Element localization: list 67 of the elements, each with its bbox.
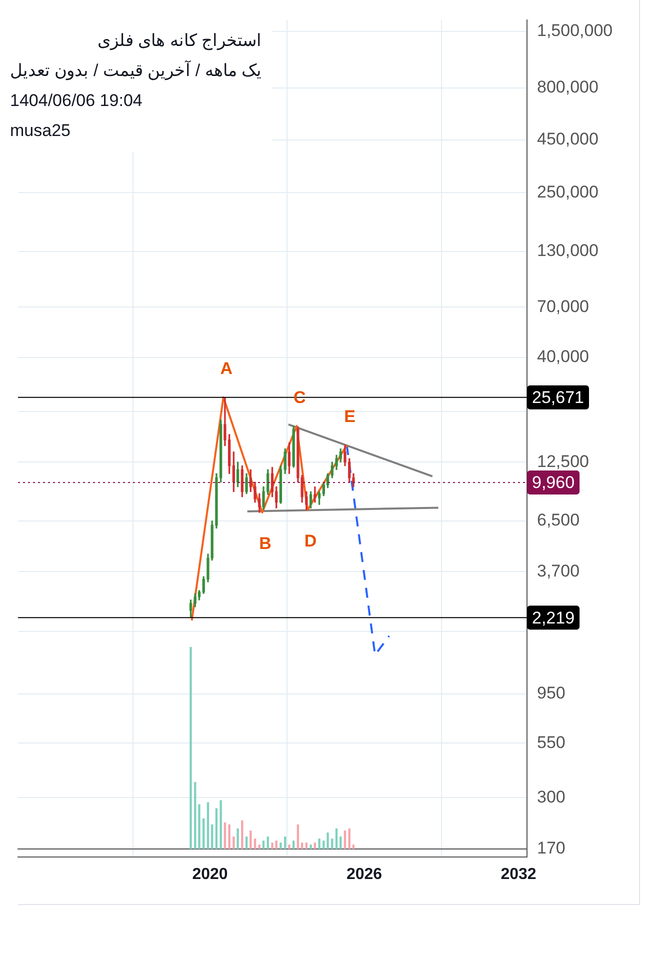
ref-line-label: 2,219 xyxy=(532,608,575,628)
bar xyxy=(211,824,214,849)
bar xyxy=(305,842,308,849)
bar xyxy=(194,782,196,849)
bar xyxy=(190,647,192,849)
bar xyxy=(296,824,300,849)
text: یک ماهه / آخرین قیمت / بدون تعدیل xyxy=(10,59,262,82)
bar xyxy=(224,822,226,849)
annotation: E xyxy=(344,406,356,426)
bar xyxy=(198,804,200,849)
y-tick-label: 40,000 xyxy=(537,347,589,366)
y-tick-label: 130,000 xyxy=(537,241,598,260)
annotation: D xyxy=(304,532,317,551)
bar xyxy=(262,840,265,849)
bar xyxy=(352,844,355,849)
y-tick-label: 3,700 xyxy=(537,561,580,580)
ref-line-label: 9,960 xyxy=(532,473,575,492)
y-tick-label: 800,000 xyxy=(537,78,598,97)
bar xyxy=(310,844,312,849)
bar xyxy=(348,828,350,849)
bar xyxy=(250,830,252,849)
bar xyxy=(220,800,222,849)
bar xyxy=(300,842,304,849)
bar xyxy=(322,840,325,849)
bar xyxy=(288,844,290,849)
bar xyxy=(245,836,248,849)
bar xyxy=(326,832,329,849)
bar xyxy=(318,838,320,849)
bar xyxy=(335,828,338,849)
bar xyxy=(228,824,230,849)
y-tick-label: 170 xyxy=(537,838,566,858)
bar xyxy=(254,838,256,849)
y-tick-label: 450,000 xyxy=(537,129,598,148)
bar xyxy=(331,838,334,849)
bar xyxy=(292,840,295,849)
x-tick-label: 2026 xyxy=(346,866,382,884)
bar xyxy=(314,842,316,849)
y-tick-label: 250,000 xyxy=(537,182,598,202)
x-tick-label: 2032 xyxy=(500,866,536,884)
annotation: B xyxy=(259,534,272,554)
y-tick-label: 300 xyxy=(537,787,566,806)
bar xyxy=(215,808,218,849)
y-tick-label: 950 xyxy=(537,684,566,703)
y-tick-label: 70,000 xyxy=(537,296,589,316)
y-tick-label: 12,500 xyxy=(537,452,589,471)
bar xyxy=(266,836,269,849)
x-tick-label: 2020 xyxy=(192,866,228,884)
bar xyxy=(232,836,235,849)
annotation: musa25 xyxy=(10,120,72,142)
bar xyxy=(241,820,244,849)
annotation: A xyxy=(220,359,233,378)
y-tick-label: 1,500,000 xyxy=(537,21,613,40)
bar xyxy=(202,818,205,849)
text: استخراج کانه های فلزی xyxy=(96,30,262,52)
bar xyxy=(340,836,342,849)
bar xyxy=(280,842,282,849)
y-tick-label: 6,500 xyxy=(537,510,580,530)
y-tick-label: 550 xyxy=(537,732,566,752)
bar xyxy=(258,844,260,849)
ref-line-label: 25,671 xyxy=(532,388,584,408)
bar xyxy=(275,840,278,849)
bar xyxy=(206,802,210,849)
bar xyxy=(271,842,274,849)
annotation: 1404/06/06 19:04 xyxy=(10,90,144,112)
bar xyxy=(236,828,239,849)
bar xyxy=(284,836,286,849)
bar xyxy=(344,830,346,849)
